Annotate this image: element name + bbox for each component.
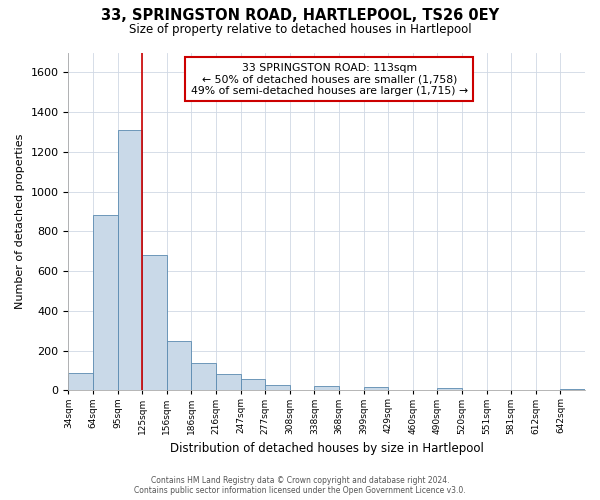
Bar: [93, 216, 118, 390]
Bar: [216, 374, 241, 390]
Bar: [314, 386, 339, 390]
Bar: [191, 362, 216, 390]
X-axis label: Distribution of detached houses by size in Hartlepool: Distribution of detached houses by size …: [170, 442, 484, 455]
Bar: [68, 373, 93, 390]
Bar: [265, 386, 290, 390]
Y-axis label: Number of detached properties: Number of detached properties: [15, 134, 25, 309]
Bar: [118, 130, 142, 390]
Bar: [142, 255, 167, 390]
Bar: [167, 340, 191, 390]
Bar: [437, 388, 462, 390]
Text: 33 SPRINGSTON ROAD: 113sqm
← 50% of detached houses are smaller (1,758)
49% of s: 33 SPRINGSTON ROAD: 113sqm ← 50% of deta…: [191, 62, 468, 96]
Bar: [364, 388, 388, 390]
Text: Contains HM Land Registry data © Crown copyright and database right 2024.
Contai: Contains HM Land Registry data © Crown c…: [134, 476, 466, 495]
Text: Size of property relative to detached houses in Hartlepool: Size of property relative to detached ho…: [128, 22, 472, 36]
Bar: [241, 380, 265, 390]
Text: 33, SPRINGSTON ROAD, HARTLEPOOL, TS26 0EY: 33, SPRINGSTON ROAD, HARTLEPOOL, TS26 0E…: [101, 8, 499, 22]
